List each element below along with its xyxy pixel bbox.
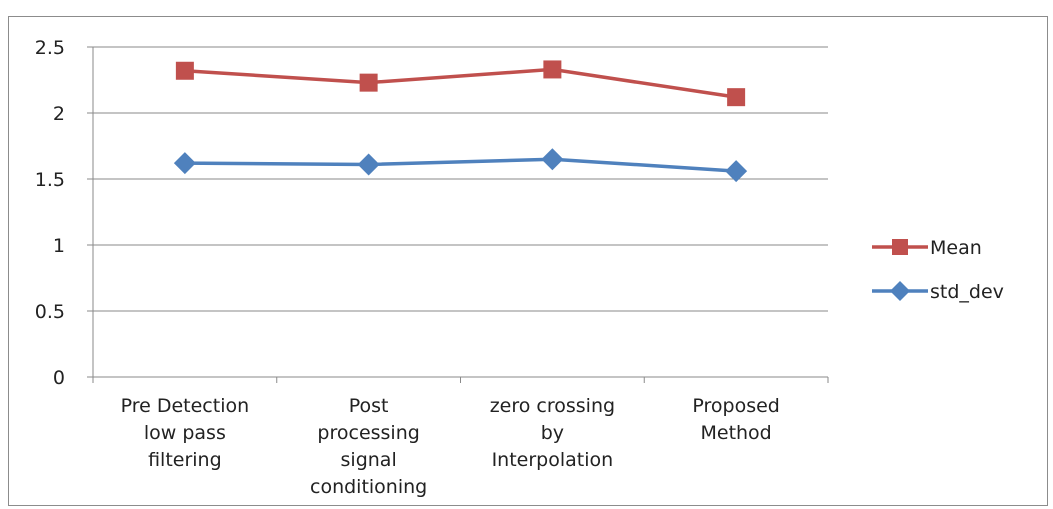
x-category-label: Pre Detection low pass filtering	[121, 395, 250, 471]
data-point	[173, 152, 196, 175]
data-point	[357, 153, 380, 176]
series-Mean	[175, 60, 746, 107]
data-point	[725, 160, 748, 183]
y-tick-label: 2.5	[35, 37, 65, 59]
data-point	[175, 61, 194, 80]
axes	[87, 46, 829, 383]
legend-label: Mean	[930, 237, 982, 259]
legend-label: std_dev	[930, 281, 1004, 303]
x-category-label: Post processing signal conditioning	[310, 395, 427, 498]
data-point	[890, 281, 910, 301]
chart-frame	[8, 16, 1048, 506]
data-point	[727, 88, 746, 107]
data-point	[892, 239, 908, 255]
legend-entry: Mean	[872, 237, 982, 259]
y-tick-labels: 0 0.5 1 1.5 2 2.5	[35, 37, 65, 389]
x-category-labels: Pre Detection low pass filtering Post proces…	[121, 395, 780, 498]
gridlines	[93, 46, 828, 312]
data-point	[543, 60, 562, 79]
data-point	[541, 148, 564, 171]
y-tick-label: 1.5	[35, 169, 65, 191]
series-lines	[173, 60, 748, 183]
y-tick-label: 2	[53, 103, 65, 125]
y-tick-label: 1	[53, 235, 65, 257]
series-std_dev	[173, 148, 748, 183]
y-tick-label: 0.5	[35, 301, 65, 323]
legend: Mean std_dev	[872, 237, 1004, 303]
x-category-label: zero crossing by Interpolation	[490, 395, 615, 471]
series-line	[184, 157, 737, 173]
x-category-label: Proposed Method	[692, 395, 779, 444]
legend-entry: std_dev	[872, 281, 1004, 303]
series-line	[184, 67, 737, 99]
y-tick-label: 0	[53, 367, 65, 389]
data-point	[359, 73, 378, 92]
